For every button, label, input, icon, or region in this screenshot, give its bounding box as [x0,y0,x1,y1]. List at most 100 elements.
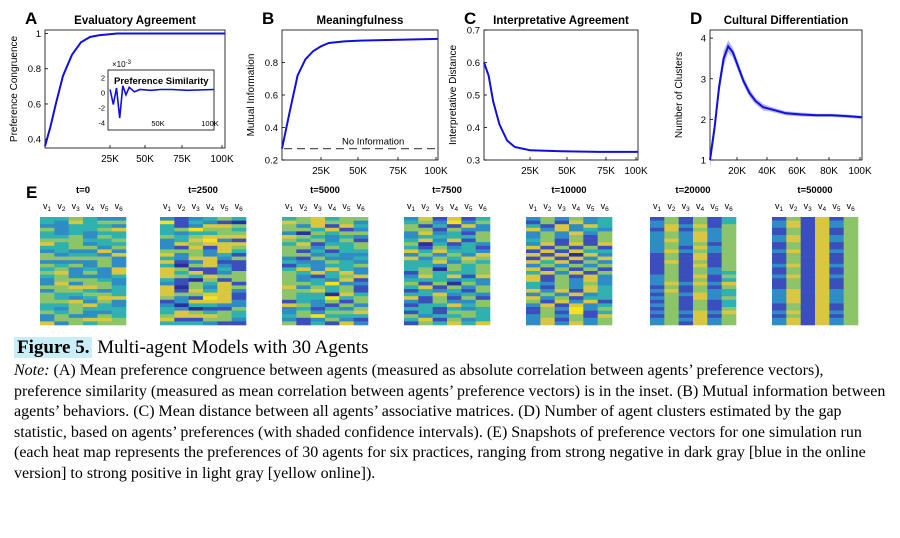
heatmap-cell [843,224,859,229]
heatmap-cell [829,242,844,247]
heatmap-cell [693,317,708,322]
variable-subscript: 3 [196,206,200,213]
heatmap-cell [569,220,584,225]
heatmap-cell [325,303,340,308]
heatmap-cell [554,256,570,261]
heatmap-cell [526,317,541,322]
heatmap-cell [54,220,69,225]
heatmap-cell [554,274,570,279]
variable-subscript: 6 [239,206,243,213]
heatmap-cell [447,310,462,315]
heatmap-cell [554,299,570,304]
heatmap-cell [447,307,462,311]
heatmap-cell [231,260,247,265]
snapshot-label: t=50000 [797,185,832,196]
heatmap-cell [475,317,491,322]
heatmap-cell [97,303,112,308]
heatmap-cell [707,249,722,254]
heatmap-cell [815,245,830,250]
heatmap-cell [418,289,433,293]
heatmap-cell [786,249,801,254]
heatmap-cell [693,263,708,268]
heatmap-cell [83,271,98,275]
heatmap-cell [83,220,98,225]
heatmap-cell [650,314,665,319]
heatmap-cell [174,220,189,225]
heatmap-cell [569,231,584,236]
heatmap-cell [461,263,476,268]
heatmap-cell [815,271,830,275]
heatmap-cell [540,274,555,279]
x-tick-label: 50K [136,154,154,165]
x-tick-label: 50K [558,166,576,177]
heatmap-cell [800,227,816,232]
heatmap-cell [310,278,326,283]
heatmap-cell [97,263,112,268]
heatmap-cell [217,292,232,297]
heatmap-cell [554,278,570,283]
heatmap-cell [160,303,175,308]
heatmap-cell [54,303,69,308]
heatmap-cell [418,271,433,275]
heatmap-cell [310,245,326,250]
heatmap-cell [188,235,204,239]
heatmap-cell [461,242,476,247]
panel-d: D Cultural Differentiation Number of Clust… [674,9,872,177]
heatmap-cell [707,238,722,243]
heatmap-cell [707,220,722,225]
heatmap-cell [526,289,541,293]
heatmap-cell [786,227,801,232]
heatmap-cell [650,285,665,290]
note-text: (A) Mean preference congruence between a… [14,362,886,482]
heatmap-cell [217,231,232,236]
heatmap-cell [40,321,55,326]
heatmap-cell [339,267,354,272]
heatmap-cell [111,307,127,311]
heatmap-cell [461,235,476,239]
heatmap-cell [160,256,175,261]
heatmap-cell [231,267,247,272]
heatmap-cell [540,242,555,247]
heatmap-cell [772,281,787,286]
heatmap-cell [54,278,69,283]
heatmap-cell [650,238,665,243]
heatmap-cell [707,296,722,301]
heatmap-cell [231,238,247,243]
heatmap-cell [160,307,175,311]
heatmap-cell [282,256,297,261]
heatmap-cell [829,281,844,286]
heatmap-cell [447,289,462,293]
series-line [709,44,863,161]
heatmap-cell [597,238,613,243]
heatmap-cell [707,292,722,297]
heatmap-cell [97,253,112,257]
heatmap-cell [569,281,584,286]
heatmap-cell [597,307,613,311]
heatmap-cell [40,260,55,265]
heatmap-cell [678,274,694,279]
heatmap-cell [540,235,555,239]
heatmap-cell [800,281,816,286]
heatmap-cell [597,231,613,236]
heatmap-cell [83,274,98,279]
heatmap-cell [432,274,448,279]
heatmap-cell [786,303,801,308]
heatmap-cell [678,292,694,297]
variable-label: v6 [235,201,244,213]
heatmap-cell [540,231,555,236]
heatmap-cell [597,256,613,261]
heatmap-cell [203,299,218,304]
variable-subscript: 1 [48,206,52,213]
heatmap-cell [597,317,613,322]
heatmap-cell [815,299,830,304]
heatmap-cell [325,253,340,257]
variable-label: v4 [86,201,95,213]
heatmap-cell [650,217,665,221]
y-tick-label: 0.6 [28,99,41,110]
heatmap-cell [418,285,433,290]
heatmap-cell [310,303,326,308]
variable-subscript: 5 [715,206,719,213]
heatmap-cell [786,220,801,225]
heatmap-cell [475,307,491,311]
heatmap-cell [68,267,84,272]
